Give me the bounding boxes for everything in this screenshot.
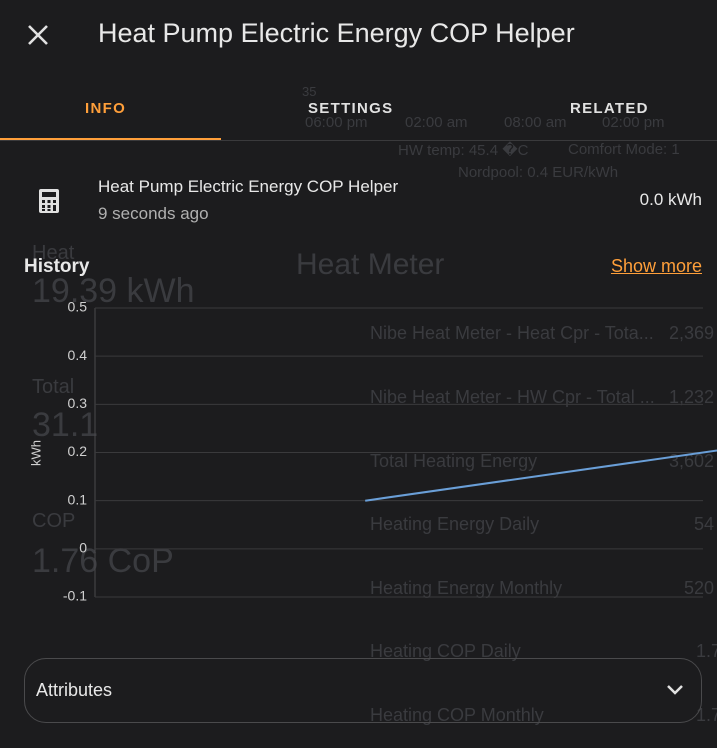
bg-text: 31.1: [32, 406, 99, 444]
y-tick-label: 0.3: [68, 395, 88, 411]
bg-text: Heating Energy Daily: [370, 514, 540, 534]
calculator-icon: [39, 189, 59, 213]
show-more-link[interactable]: Show more: [610, 256, 702, 276]
bg-text: Total Heating Energy: [370, 451, 538, 471]
y-tick-label: 0.5: [68, 299, 88, 315]
chevron-icon: [667, 685, 683, 695]
bg-text: Heat Meter: [296, 248, 445, 281]
bg-text: Heating COP Monthly: [370, 705, 544, 725]
bg-text: 54: [694, 514, 715, 534]
attributes-panel[interactable]: [24, 658, 702, 723]
y-tick-label: 0.1: [68, 491, 88, 507]
bg-text: 1.76 CoP: [32, 542, 174, 580]
bg-text: COP: [32, 510, 76, 532]
bg-text: 1.7: [696, 641, 717, 661]
dialog-title: Heat Pump Electric Energy COP Helper: [98, 18, 575, 48]
history-line: [365, 449, 717, 502]
y-tick-label: 0.2: [68, 443, 88, 459]
bg-text: HW temp: 45.4 �C: [398, 142, 529, 159]
bg-text: 520: [684, 578, 715, 598]
bg-text: 1,232: [669, 387, 715, 407]
bg-text: Comfort Mode: 1: [568, 141, 680, 158]
bg-text: 2,369: [669, 323, 715, 343]
bg-text: 35: [302, 84, 317, 99]
bg-text: Nibe Heat Meter - Heat Cpr - Tota...: [370, 323, 654, 343]
bg-text: Heating Energy Monthly: [370, 578, 563, 598]
y-tick-label: -0.1: [63, 588, 87, 604]
bg-text: 02:00 am: [405, 114, 468, 131]
history-title: History: [24, 256, 90, 277]
tab[interactable]: INFO: [85, 100, 127, 117]
bg-text: Nordpool: 0.4 EUR/kWh: [458, 164, 619, 181]
entity-state: 0.0 kWh: [639, 190, 702, 209]
bg-text: Heating COP Daily: [370, 641, 521, 661]
tab[interactable]: SETTINGS: [308, 100, 394, 117]
bg-text: Heat: [32, 242, 75, 264]
bg-text: 08:00 am: [504, 114, 567, 131]
entity-name: Heat Pump Electric Energy COP Helper: [98, 177, 399, 196]
bg-text: Nibe Heat Meter - HW Cpr - Total ...: [370, 387, 655, 407]
bg-text: 1.7: [696, 705, 717, 725]
chart: kWh -0.100.10.20.30.40.58:00 PMDec 114:0…: [28, 299, 717, 604]
bg-text: 06:00 pm: [305, 114, 368, 131]
bg-text: Total: [32, 376, 75, 398]
y-axis-label: kWh: [28, 440, 43, 466]
tab-indicator: [0, 138, 221, 141]
close-button[interactable]: [26, 23, 50, 47]
y-tick-label: 0: [79, 540, 87, 556]
bg-text: 02:00 pm: [602, 114, 665, 131]
last-changed: 9 seconds ago: [98, 204, 209, 223]
tab[interactable]: RELATED: [570, 100, 649, 117]
bg-text: 19.39 kWh: [32, 272, 195, 310]
divider: [0, 140, 717, 141]
attributes-title: Attributes: [36, 680, 113, 700]
y-tick-label: 0.4: [68, 347, 88, 363]
